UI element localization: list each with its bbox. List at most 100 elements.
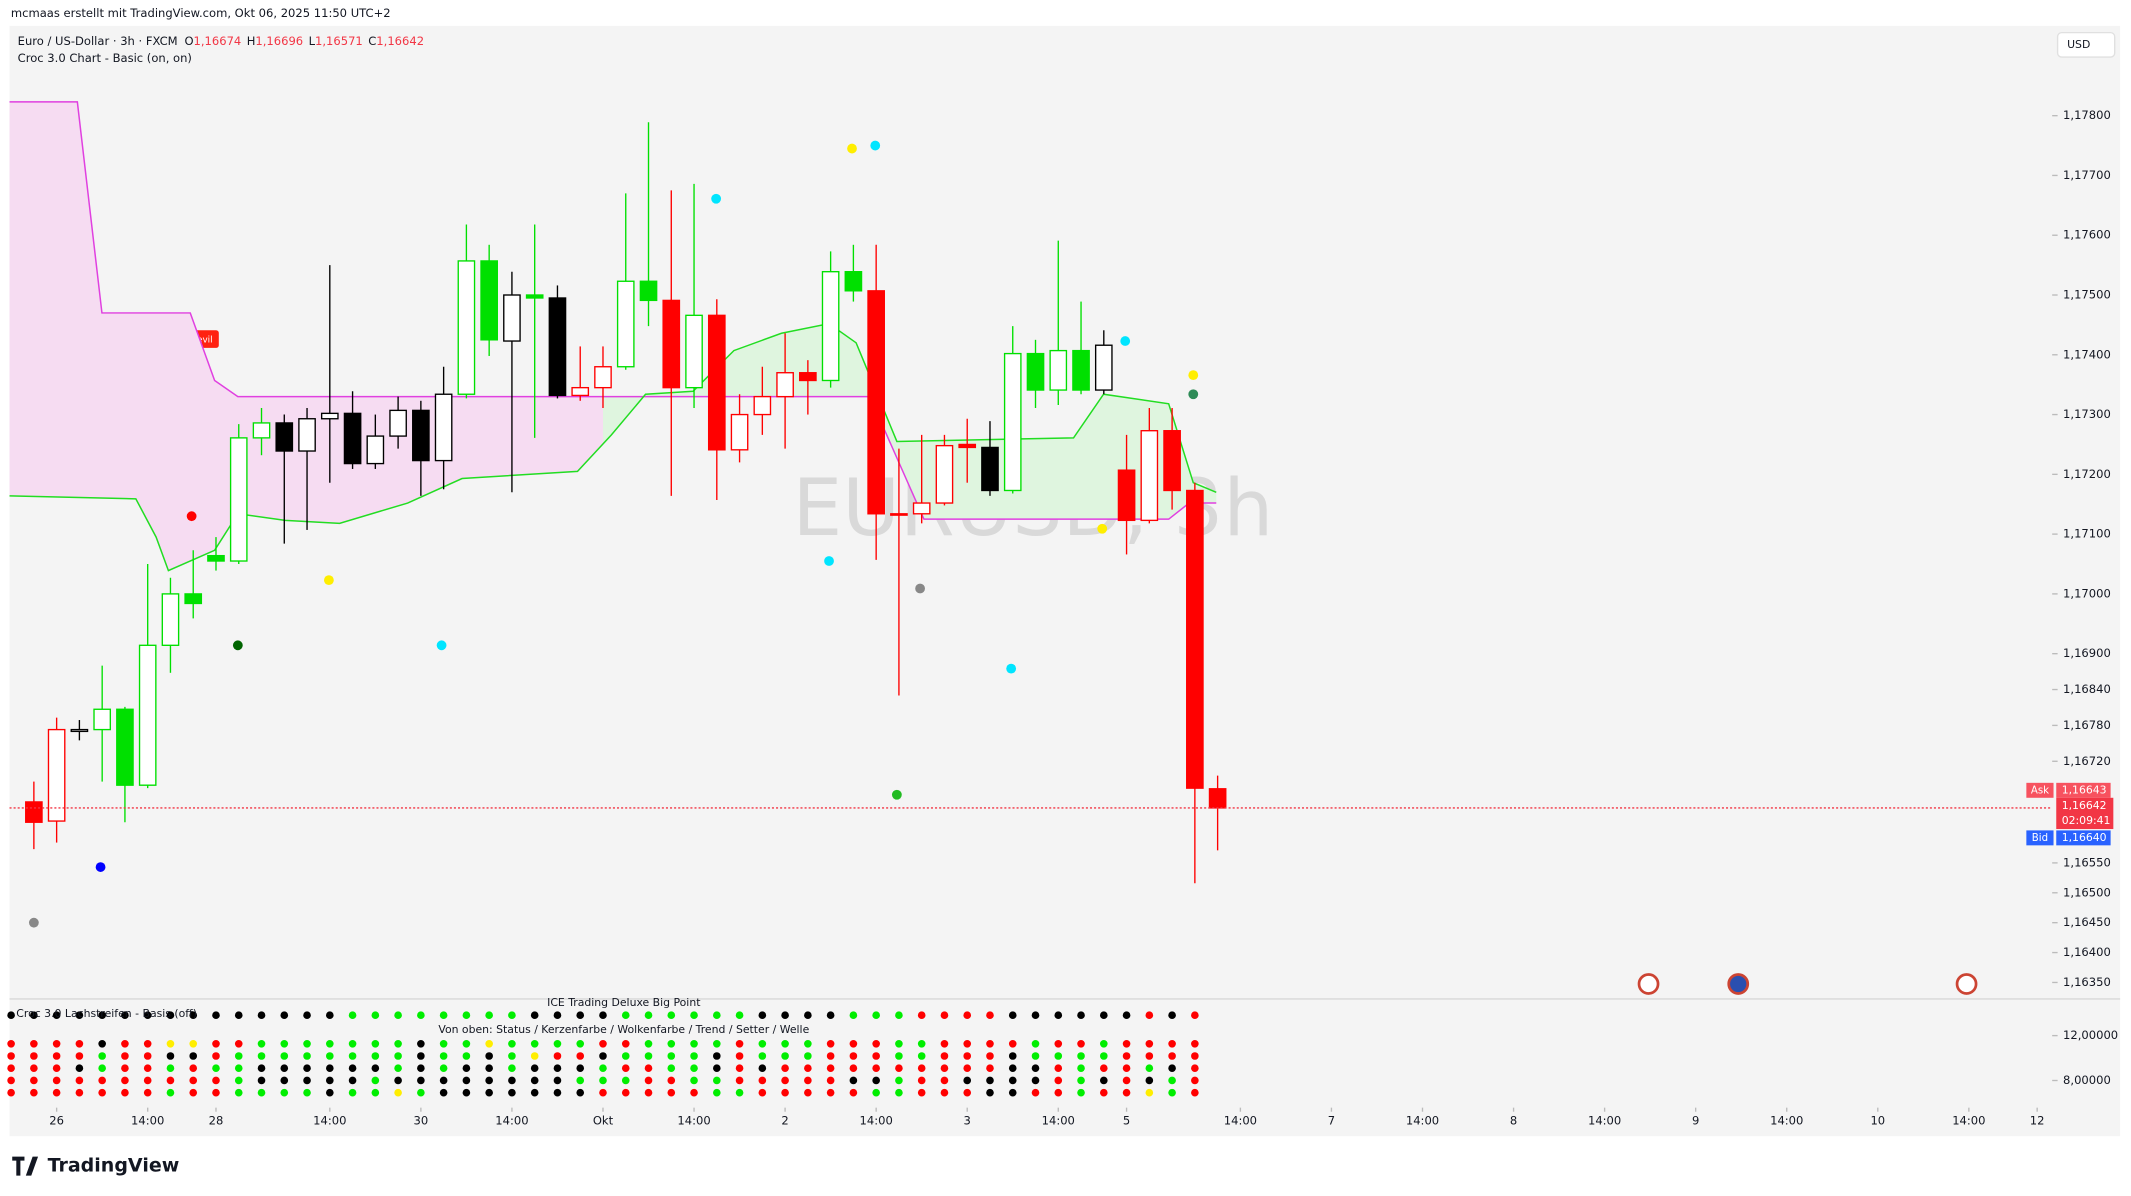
signal-dot (98, 1088, 106, 1097)
signal-dot (212, 1088, 220, 1097)
y-tick-label: 1,16840 (2063, 682, 2111, 696)
pane-subtitle: Von oben: Status / Kerzenfarbe / Wolkenf… (438, 1023, 809, 1036)
signal-dot (257, 1064, 266, 1073)
candle-body (70, 728, 89, 733)
candle-body (525, 294, 544, 299)
signal-dot (667, 1011, 676, 1020)
signal-dot (98, 1011, 106, 1020)
event-flag[interactable] (1727, 973, 1750, 995)
signal-dot (257, 1088, 266, 1097)
signal-dot (621, 1076, 630, 1085)
signal-dot (417, 1052, 425, 1060)
signal-dot (166, 1052, 175, 1060)
signal-dot (1054, 1088, 1063, 1097)
x-tick-label: 14:00 (1952, 1114, 1985, 1128)
signal-marker (324, 575, 334, 586)
signal-dot (1191, 1076, 1199, 1085)
signal-dot (758, 1039, 767, 1048)
signal-dot (1031, 1039, 1040, 1048)
signal-dot (826, 1064, 835, 1073)
y-tick-label: 1,17100 (2063, 527, 2111, 541)
signal-dot (462, 1064, 471, 1073)
signal-dot (439, 1088, 448, 1097)
signal-dot (75, 1064, 84, 1073)
x-tick-label: 14:00 (1406, 1114, 1439, 1128)
signal-dot (804, 1011, 812, 1020)
x-tick-label: 26 (49, 1114, 64, 1128)
signal-dot (212, 1052, 220, 1060)
signal-dot (963, 1088, 972, 1097)
signal-dot (849, 1011, 858, 1020)
currency[interactable]: USD (2067, 38, 2090, 51)
ohlc-value: 1,16571 (315, 33, 363, 47)
x-tick-label: 12 (2030, 1114, 2045, 1128)
signal-dot (758, 1052, 767, 1060)
currency-box[interactable] (2056, 31, 2116, 58)
signal-dot (121, 1064, 129, 1073)
x-tick-label: 8 (1510, 1114, 1517, 1128)
ohlc-key: L (309, 33, 316, 47)
signal-dot (986, 1088, 994, 1097)
x-tick-label: 5 (1123, 1114, 1130, 1128)
signal-dot (1122, 1088, 1131, 1097)
signal-dot (1031, 1052, 1040, 1060)
signal-dot (735, 1076, 744, 1085)
signal-dot (667, 1076, 676, 1085)
signal-dot (621, 1064, 630, 1073)
signal-dot (781, 1011, 789, 1020)
signal-dot (121, 1011, 129, 1020)
signal-dot (758, 1064, 767, 1073)
last-box (2056, 797, 2114, 830)
signal-dot (394, 1052, 402, 1060)
signal-dot (7, 1076, 15, 1085)
signal-dot (826, 1039, 835, 1048)
signal-dot (553, 1039, 562, 1048)
signal-dot (508, 1076, 516, 1085)
signal-dot (394, 1011, 402, 1020)
signal-dot (690, 1011, 698, 1020)
signal-dot (1099, 1076, 1108, 1085)
signal-dot (690, 1076, 698, 1085)
signal-dot (713, 1039, 721, 1048)
signal-dot (326, 1039, 334, 1048)
signal-dot (986, 1039, 994, 1048)
signal-dot (52, 1011, 61, 1020)
candle-body (1140, 430, 1159, 522)
signal-dot (644, 1039, 653, 1048)
ask-tag: Ask (2031, 785, 2049, 796)
candle-body (412, 409, 430, 462)
signal-dot (280, 1011, 289, 1020)
y-tick-label: 1,16900 (2063, 646, 2111, 660)
signal-dot (599, 1052, 607, 1060)
x-tick-label: 14:00 (131, 1114, 164, 1128)
signal-dot (371, 1052, 380, 1060)
candle-body (343, 412, 362, 465)
event-flag[interactable] (1955, 973, 1978, 995)
signal-dot (1168, 1039, 1176, 1048)
signal-dot (1099, 1052, 1108, 1060)
chart-background (9, 25, 2121, 1137)
signal-dot (462, 1088, 471, 1097)
signal-dot (690, 1088, 698, 1097)
signal-marker (847, 143, 857, 154)
ohlc-key: C (368, 33, 376, 47)
signal-dot (713, 1011, 721, 1020)
signal-dot (439, 1039, 448, 1048)
candle-body (935, 444, 954, 504)
signal-dot (143, 1088, 152, 1097)
signal-dot (166, 1088, 175, 1097)
signal-dot (234, 1088, 243, 1097)
signal-dot (690, 1039, 698, 1048)
signal-dot (485, 1052, 493, 1060)
event-flag[interactable] (1637, 973, 1660, 995)
candle-body (161, 593, 180, 646)
candle-body (662, 299, 681, 389)
signal-dot (758, 1076, 767, 1085)
signal-dot (667, 1039, 676, 1048)
signal-dot (872, 1039, 880, 1048)
candle-body (844, 271, 863, 292)
candle-body (229, 437, 248, 562)
candle-body (1117, 469, 1136, 522)
signal-dot (940, 1088, 949, 1097)
